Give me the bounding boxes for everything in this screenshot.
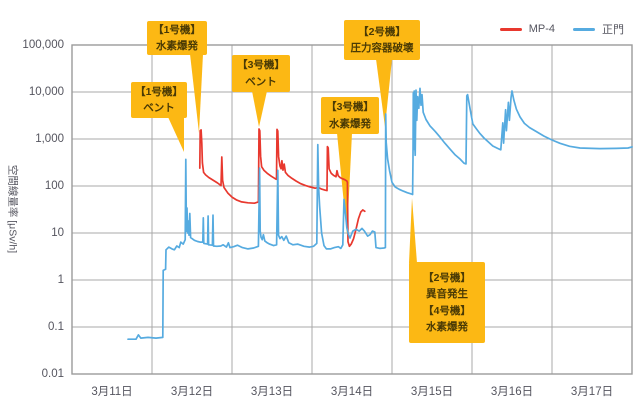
annotation-text-line: 【2号機】 bbox=[358, 25, 406, 38]
annotation-text-line: 【3号機】 bbox=[237, 59, 285, 71]
annotation-text-line: 異音発生 bbox=[426, 288, 468, 300]
annotation-unit2-noise: 【2号機】異音発生【4号機】水素爆発 bbox=[409, 262, 485, 343]
legend-label: 正門 bbox=[602, 24, 624, 36]
annotation-text-line: 【1号機】 bbox=[153, 23, 201, 36]
series-line-mp4 bbox=[198, 128, 366, 248]
legend: MP-4 正門 bbox=[499, 21, 624, 37]
y-tick-label: 100,000 bbox=[22, 39, 64, 51]
annotation-pointer-unit2-noise bbox=[409, 198, 417, 263]
y-tick-label: 10,000 bbox=[28, 86, 64, 98]
annotation-text-line: ベント bbox=[143, 102, 175, 114]
y-tick-label: 0.1 bbox=[48, 321, 64, 333]
annotation-text-line: 水素爆発 bbox=[329, 117, 371, 130]
x-tick-label: 3月16日 bbox=[490, 386, 534, 398]
y-tick-label: 1,000 bbox=[35, 133, 64, 145]
legend-label: MP-4 bbox=[528, 23, 555, 35]
x-tick-label: 3月12日 bbox=[170, 386, 214, 398]
annotation-unit1-explosion: 【1号機】水素爆発 bbox=[147, 21, 207, 55]
legend-swatch-icon bbox=[499, 27, 522, 31]
annotation-text-line: 圧力容器破壊 bbox=[350, 42, 414, 54]
annotation-unit3-vent: 【3号機】ベント bbox=[232, 55, 290, 92]
legend-item-mp4: MP-4 bbox=[499, 23, 555, 35]
y-tick-label: 1 bbox=[57, 274, 64, 286]
annotation-text-line: 【2号機】 bbox=[423, 271, 471, 284]
annotation-text-line: 水素爆発 bbox=[426, 321, 468, 333]
annotation-unit3-explosion: 【3号機】水素爆発 bbox=[321, 97, 379, 134]
x-tick-label: 3月11日 bbox=[91, 386, 133, 398]
x-tick-label: 3月14日 bbox=[330, 386, 374, 398]
x-tick-label: 3月15日 bbox=[410, 386, 454, 398]
series-line-main-gate bbox=[127, 87, 633, 341]
annotation-pointer-unit3-explosion bbox=[337, 133, 352, 235]
annotation-text-line: 【1号機】 bbox=[135, 85, 183, 98]
annotation-text-line: 水素爆発 bbox=[156, 40, 198, 52]
x-tick-label: 3月17日 bbox=[570, 386, 614, 398]
annotation-pointer-unit1-vent bbox=[168, 117, 184, 152]
annotation-pointer-unit1-explosion bbox=[190, 54, 203, 133]
y-tick-label: 0.01 bbox=[41, 368, 64, 380]
legend-swatch-icon bbox=[573, 27, 595, 31]
annotation-pointer-unit3-vent bbox=[252, 91, 267, 127]
annotation-text-line: 【3号機】 bbox=[326, 101, 374, 113]
annotation-text-line: 【4号機】 bbox=[423, 304, 471, 317]
annotation-text-line: ベント bbox=[245, 75, 277, 88]
annotation-pointer-unit2-rpv bbox=[376, 59, 392, 127]
y-tick-label: 10 bbox=[51, 227, 64, 239]
y-tick-label: 100 bbox=[44, 180, 64, 192]
annotation-unit2-rpv: 【2号機】圧力容器破壊 bbox=[344, 20, 420, 60]
legend-item-main-gate: 正門 bbox=[573, 21, 624, 37]
x-tick-label: 3月13日 bbox=[250, 386, 294, 398]
annotation-unit1-vent: 【1号機】ベント bbox=[131, 82, 187, 118]
